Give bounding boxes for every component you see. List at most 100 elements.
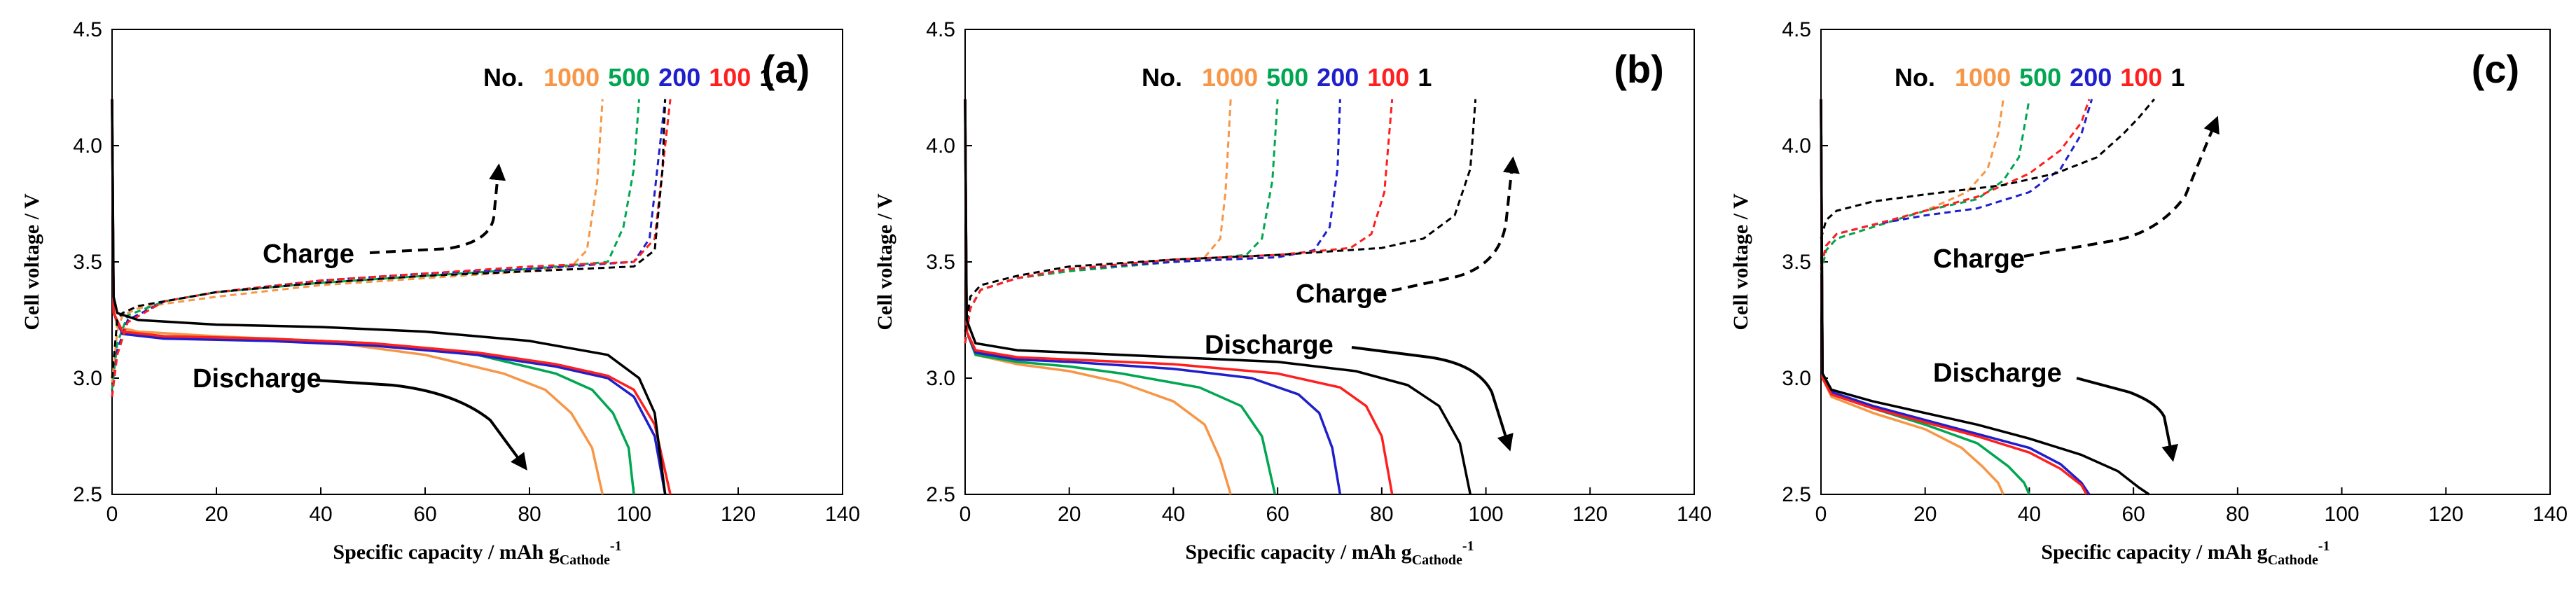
x-tick-label: 20 bbox=[205, 503, 228, 526]
legend: No. 1000 500 200 100 1 bbox=[1895, 63, 2184, 92]
discharge-curve-cycle-1 bbox=[111, 99, 667, 495]
legend-entry-500: 500 bbox=[2019, 63, 2061, 92]
x-axis-label-main: Specific capacity / mAh g bbox=[1185, 541, 1411, 564]
charge-arrow bbox=[369, 163, 506, 254]
discharge-curve-cycle-500 bbox=[964, 99, 1277, 495]
charge-curve-cycle-1 bbox=[111, 99, 667, 379]
legend: No. 1000 500 200 100 1 bbox=[1142, 63, 1432, 92]
x-tick-label: 60 bbox=[413, 503, 436, 526]
charge-curve-cycle-1 bbox=[964, 99, 1477, 332]
discharge-curve-cycle-100 bbox=[964, 99, 1394, 495]
y-tick-label: 3.0 bbox=[73, 367, 102, 390]
x-tick-label: 120 bbox=[721, 503, 756, 526]
panel-label: (c) bbox=[2472, 47, 2519, 91]
charge-arrow bbox=[2023, 116, 2220, 258]
y-tick-label: 4.5 bbox=[926, 18, 955, 41]
y-tick-label: 2.5 bbox=[73, 483, 102, 506]
discharge-arrow bbox=[1351, 346, 1514, 452]
charge-curve-cycle-100 bbox=[1820, 99, 2091, 267]
y-axis-label: Cell voltage / V bbox=[1729, 193, 1752, 331]
y-axis-label: Cell voltage / V bbox=[873, 193, 896, 331]
x-tick-label: 0 bbox=[1815, 503, 1827, 526]
panel-3: 2.5 3.0 3.5 4.0 4.5 0 20 40 60 80 100 120 140 Cell vo… bbox=[1729, 18, 2568, 568]
charge-arrow bbox=[1376, 156, 1520, 295]
legend-entry-500: 500 bbox=[608, 63, 650, 92]
legend-entry-100: 100 bbox=[709, 63, 751, 92]
x-tick-label: 140 bbox=[825, 503, 860, 526]
y-tick-label: 3.5 bbox=[926, 251, 955, 274]
x-tick-label: 40 bbox=[2018, 503, 2041, 526]
y-tick-label: 4.0 bbox=[73, 134, 102, 158]
panel-1: 2.5 3.0 3.5 4.0 4.5 0 20 40 60 80 100 120 140 Cell vo… bbox=[20, 18, 860, 568]
charge-annotation: Charge bbox=[263, 239, 354, 269]
x-axis-label-subscript: Cathode bbox=[2268, 552, 2318, 568]
legend-prefix: No. bbox=[1895, 63, 1935, 92]
charge-annotation: Charge bbox=[1296, 279, 1387, 309]
plot-frame bbox=[111, 29, 843, 495]
x-tick-label: 140 bbox=[2533, 503, 2568, 526]
x-tick-label: 80 bbox=[2226, 503, 2249, 526]
x-axis-label: Specific capacity / mAh gCathode-1 bbox=[2041, 538, 2329, 568]
discharge-annotation: Discharge bbox=[193, 364, 321, 394]
x-axis-label-main: Specific capacity / mAh g bbox=[2041, 541, 2267, 564]
charge-curve-cycle-200 bbox=[1820, 99, 2093, 267]
x-tick-label: 120 bbox=[2428, 503, 2463, 526]
x-axis-label-main: Specific capacity / mAh g bbox=[333, 541, 559, 564]
legend-entry-1: 1 bbox=[1418, 63, 1432, 92]
y-tick-label: 3.5 bbox=[1782, 251, 1811, 274]
charge-annotation: Charge bbox=[1933, 244, 2025, 274]
legend-entry-1000: 1000 bbox=[1202, 63, 1258, 92]
discharge-curve-cycle-200 bbox=[964, 99, 1342, 495]
panel-2: 2.5 3.0 3.5 4.0 4.5 0 20 40 60 80 100 120 140 Cell vo… bbox=[873, 18, 1712, 568]
legend-entry-200: 200 bbox=[2070, 63, 2112, 92]
y-tick-label: 4.5 bbox=[1782, 18, 1811, 41]
y-tick-label: 2.5 bbox=[926, 483, 955, 506]
plot-frame bbox=[964, 29, 1695, 495]
panel-label: (b) bbox=[1614, 47, 1664, 91]
discharge-annotation: Discharge bbox=[1205, 331, 1334, 360]
x-tick-label: 60 bbox=[2121, 503, 2145, 526]
discharge-curve-cycle-500 bbox=[1820, 99, 2030, 495]
discharge-curve-cycle-1 bbox=[1820, 99, 2150, 496]
discharge-curve-cycle-1 bbox=[964, 99, 1472, 495]
discharge-arrow bbox=[314, 379, 527, 471]
x-tick-label: 140 bbox=[1677, 503, 1712, 526]
discharge-curve-cycle-100 bbox=[111, 99, 672, 495]
x-tick-label: 0 bbox=[106, 503, 118, 526]
x-axis-label-subscript: Cathode bbox=[1412, 552, 1462, 568]
legend-entry-1000: 1000 bbox=[1955, 63, 2011, 92]
legend-entry-200: 200 bbox=[658, 63, 700, 92]
x-tick-label: 100 bbox=[2325, 503, 2360, 526]
legend-entry-100: 100 bbox=[2120, 63, 2162, 92]
charge-curve-cycle-1 bbox=[1820, 98, 2156, 239]
legend-entry-500: 500 bbox=[1266, 63, 1308, 92]
x-tick-label: 40 bbox=[309, 503, 332, 526]
discharge-annotation: Discharge bbox=[1933, 359, 2062, 388]
x-axis-label-superscript: -1 bbox=[2318, 538, 2330, 554]
discharge-curve-cycle-1000 bbox=[964, 99, 1232, 495]
x-axis-label-superscript: -1 bbox=[610, 538, 622, 554]
x-tick-label: 20 bbox=[1913, 503, 1937, 526]
x-axis-label-subscript: Cathode bbox=[560, 552, 610, 568]
panel-label: (a) bbox=[762, 47, 810, 91]
x-tick-label: 60 bbox=[1266, 503, 1289, 526]
legend-entry-1: 1 bbox=[759, 63, 773, 92]
y-tick-label: 3.5 bbox=[73, 251, 102, 274]
legend-prefix: No. bbox=[483, 63, 524, 92]
y-tick-label: 4.0 bbox=[1782, 134, 1811, 158]
x-tick-label: 40 bbox=[1162, 503, 1185, 526]
y-tick-label: 4.0 bbox=[926, 134, 955, 158]
charge-curve-cycle-200 bbox=[111, 99, 667, 397]
x-axis-label-superscript: -1 bbox=[1462, 538, 1474, 554]
x-tick-label: 80 bbox=[518, 503, 541, 526]
x-tick-label: 20 bbox=[1058, 503, 1081, 526]
legend-entry-1: 1 bbox=[2170, 63, 2184, 92]
y-tick-label: 4.5 bbox=[73, 18, 102, 41]
y-tick-label: 3.0 bbox=[1782, 367, 1811, 390]
x-axis-label: Specific capacity / mAh gCathode-1 bbox=[333, 538, 621, 568]
legend-entry-100: 100 bbox=[1367, 63, 1409, 92]
charge-curve-cycle-500 bbox=[964, 99, 1279, 344]
x-tick-label: 80 bbox=[1370, 503, 1393, 526]
discharge-curve-cycle-100 bbox=[1820, 99, 2088, 495]
